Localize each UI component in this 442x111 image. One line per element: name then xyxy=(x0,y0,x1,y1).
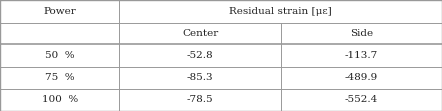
Text: Power: Power xyxy=(43,7,76,16)
Text: -552.4: -552.4 xyxy=(345,95,378,104)
Text: -113.7: -113.7 xyxy=(345,51,378,60)
Text: 50  %: 50 % xyxy=(45,51,75,60)
Text: Residual strain [με]: Residual strain [με] xyxy=(229,7,332,16)
Text: -489.9: -489.9 xyxy=(345,73,378,82)
Text: -52.8: -52.8 xyxy=(187,51,213,60)
Text: -78.5: -78.5 xyxy=(187,95,213,104)
Text: Center: Center xyxy=(182,29,218,38)
Text: -85.3: -85.3 xyxy=(187,73,213,82)
Text: Side: Side xyxy=(350,29,373,38)
Text: 100  %: 100 % xyxy=(42,95,78,104)
Text: 75  %: 75 % xyxy=(45,73,75,82)
